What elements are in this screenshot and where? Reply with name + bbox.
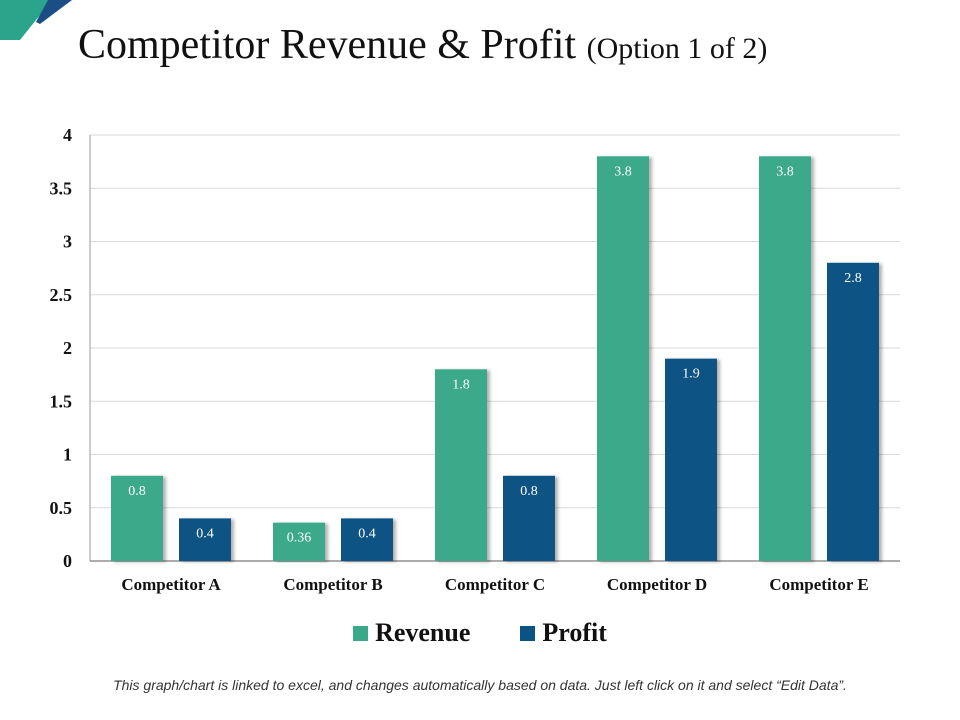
bar-value-label: 3.8 bbox=[776, 164, 794, 179]
bar-value-label: 0.8 bbox=[128, 484, 146, 499]
bar-profit[interactable] bbox=[665, 358, 717, 561]
title-main: Competitor Revenue & Profit bbox=[78, 22, 577, 68]
bar-profit[interactable] bbox=[341, 518, 393, 561]
bar-value-label: 0.4 bbox=[358, 526, 376, 541]
bar-value-label: 0.4 bbox=[196, 526, 214, 541]
bar-revenue[interactable] bbox=[435, 369, 487, 561]
legend-label-revenue: Revenue bbox=[375, 618, 471, 647]
x-category-label: Competitor C bbox=[445, 575, 545, 594]
legend-swatch-profit bbox=[520, 625, 536, 641]
corner-decoration bbox=[0, 0, 72, 40]
y-tick-label: 2.5 bbox=[50, 285, 73, 305]
y-tick-label: 1.5 bbox=[50, 391, 73, 411]
bar-value-label: 2.8 bbox=[844, 271, 862, 286]
title-option: (Option 1 of 2) bbox=[586, 32, 768, 65]
bar-value-label: 1.9 bbox=[682, 367, 700, 382]
y-tick-label: 1 bbox=[63, 445, 72, 465]
x-category-label: Competitor E bbox=[769, 575, 868, 594]
page-title: Competitor Revenue & Profit (Option 1 of… bbox=[78, 22, 767, 68]
chart-legend: Revenue Profit bbox=[0, 618, 960, 648]
bar-profit[interactable] bbox=[827, 262, 879, 561]
legend-item-profit[interactable]: Profit bbox=[520, 618, 607, 648]
y-tick-label: 2 bbox=[63, 338, 72, 358]
y-tick-label: 3 bbox=[63, 232, 72, 252]
bar-value-label: 3.8 bbox=[614, 164, 632, 179]
bar-value-label: 0.8 bbox=[520, 484, 538, 499]
x-category-label: Competitor D bbox=[607, 575, 707, 594]
x-category-label: Competitor B bbox=[283, 575, 382, 594]
x-category-label: Competitor A bbox=[121, 575, 221, 594]
y-tick-label: 0.5 bbox=[50, 498, 73, 518]
bar-revenue[interactable] bbox=[597, 156, 649, 562]
bar-revenue[interactable] bbox=[273, 522, 325, 561]
bar-revenue[interactable] bbox=[111, 475, 163, 561]
bar-profit[interactable] bbox=[179, 518, 231, 561]
bar-value-label: 1.8 bbox=[452, 377, 470, 392]
corner-blue-stripe bbox=[36, 0, 72, 24]
legend-label-profit: Profit bbox=[542, 618, 607, 647]
corner-teal-stripe bbox=[0, 0, 52, 40]
bar-value-label: 0.36 bbox=[287, 531, 312, 546]
y-tick-label: 3.5 bbox=[50, 178, 73, 198]
bar-chart[interactable]: 0 0.5 1 1.5 2 2.5 3 3.5 4 0.8 0.4 Competitor A 0.36 0… bbox=[0, 110, 960, 610]
footnote: This graph/chart is linked to excel, and… bbox=[113, 677, 847, 693]
y-tick-label: 0 bbox=[63, 551, 72, 571]
bar-profit[interactable] bbox=[503, 475, 555, 561]
legend-swatch-revenue bbox=[353, 625, 369, 641]
bar-revenue[interactable] bbox=[759, 156, 811, 562]
y-tick-label: 4 bbox=[63, 125, 72, 145]
legend-item-revenue[interactable]: Revenue bbox=[353, 618, 470, 648]
